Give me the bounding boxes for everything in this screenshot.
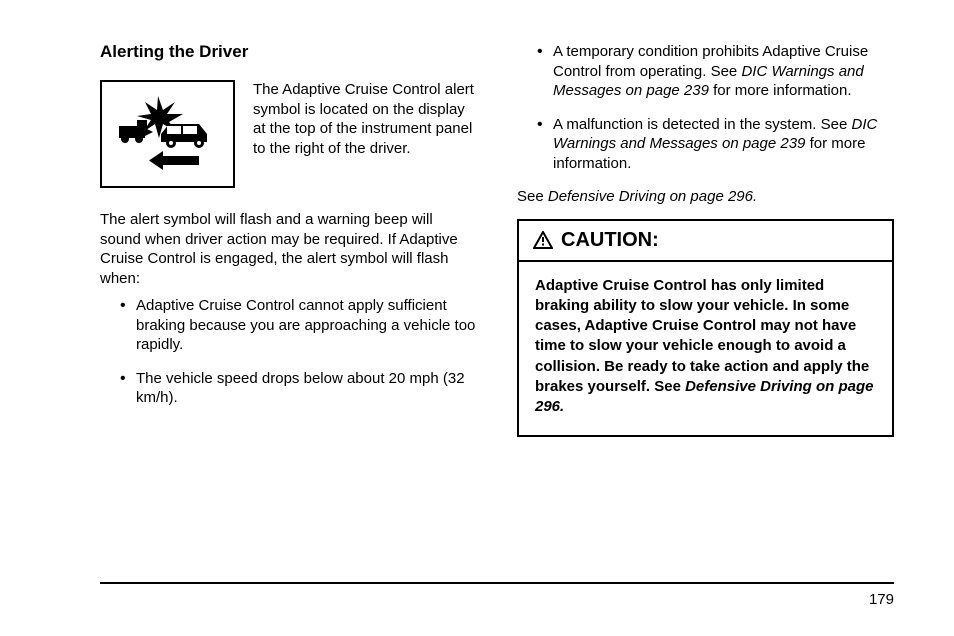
list-item: The vehicle speed drops below about 20 m… (120, 369, 477, 408)
section-heading: Alerting the Driver (100, 42, 477, 62)
caution-box: CAUTION: Adaptive Cruise Control has onl… (517, 219, 894, 438)
footer-rule (100, 582, 894, 584)
page-number: 179 (869, 591, 894, 608)
see-ref: Defensive Driving on page 296. (548, 188, 757, 205)
intro-paragraph: The alert symbol will flash and a warnin… (100, 210, 477, 288)
collision-alert-icon (113, 92, 223, 177)
see-reference: See Defensive Driving on page 296. (517, 187, 894, 207)
alert-symbol-figure (100, 80, 235, 188)
warning-triangle-icon (533, 231, 553, 249)
left-bullet-list: Adaptive Cruise Control cannot apply suf… (100, 296, 477, 408)
caution-body: Adaptive Cruise Control has only limited… (519, 262, 892, 436)
two-column-layout: Alerting the Driver (100, 42, 894, 437)
figure-caption: The Adaptive Cruise Control alert symbol… (253, 80, 477, 158)
figure-row: The Adaptive Cruise Control alert symbol… (100, 80, 477, 188)
bullet-text-post: for more information. (709, 82, 852, 99)
manual-page: Alerting the Driver (0, 0, 954, 636)
see-pre: See (517, 188, 548, 205)
bullet-text-pre: A malfunction is detected in the system.… (553, 116, 852, 133)
caution-header: CAUTION: (519, 221, 892, 262)
right-column: A temporary condition prohibits Adaptive… (517, 42, 894, 437)
list-item: Adaptive Cruise Control cannot apply suf… (120, 296, 477, 355)
left-column: Alerting the Driver (100, 42, 477, 437)
caution-label: CAUTION: (561, 229, 659, 252)
right-bullet-list: A temporary condition prohibits Adaptive… (517, 42, 894, 173)
list-item: A malfunction is detected in the system.… (537, 115, 894, 174)
list-item: A temporary condition prohibits Adaptive… (537, 42, 894, 101)
